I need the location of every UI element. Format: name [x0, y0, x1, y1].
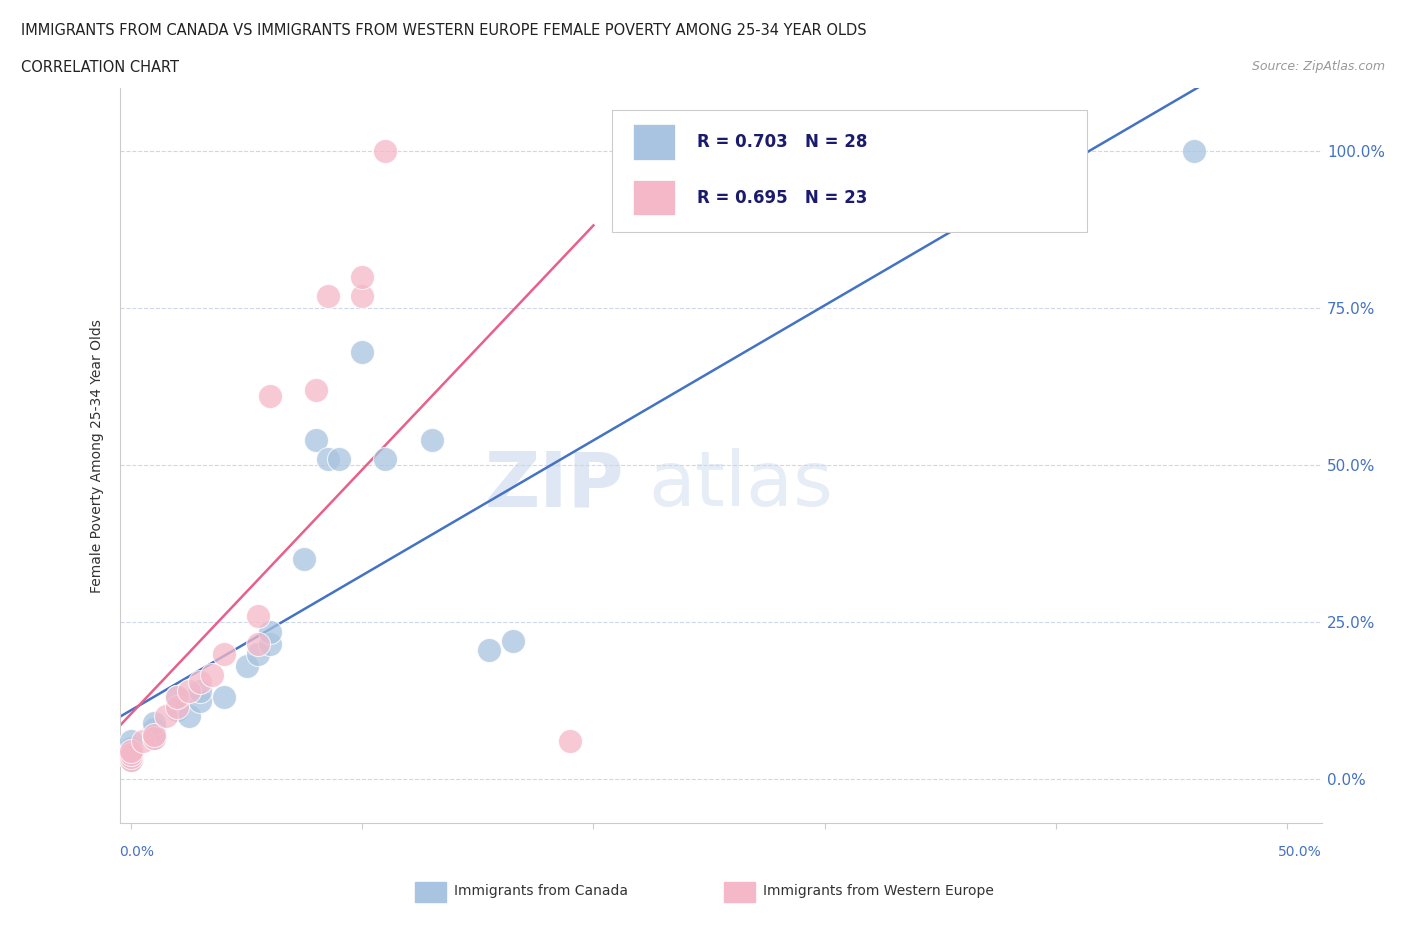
- Point: [166, 690, 188, 705]
- Point: [166, 702, 188, 717]
- Point: [131, 734, 153, 749]
- Text: CORRELATION CHART: CORRELATION CHART: [21, 60, 179, 75]
- Point: [560, 734, 582, 749]
- Point: [143, 722, 166, 737]
- Point: [143, 715, 166, 730]
- Point: [120, 743, 142, 758]
- Point: [143, 731, 166, 746]
- Point: [374, 144, 396, 159]
- Point: [120, 750, 142, 764]
- Point: [143, 727, 166, 742]
- Point: [259, 624, 281, 639]
- Point: [201, 668, 224, 683]
- Point: [259, 389, 281, 404]
- Point: [212, 690, 235, 705]
- Point: [247, 608, 270, 623]
- Text: 0.0%: 0.0%: [120, 844, 155, 858]
- Point: [502, 633, 524, 648]
- Point: [352, 288, 374, 303]
- Point: [328, 451, 350, 466]
- Point: [1184, 144, 1206, 159]
- Point: [316, 451, 339, 466]
- Point: [420, 432, 443, 447]
- Point: [120, 752, 142, 767]
- Point: [478, 643, 501, 658]
- Point: [316, 288, 339, 303]
- Text: atlas: atlas: [648, 448, 834, 522]
- Text: R = 0.703   N = 28: R = 0.703 N = 28: [696, 133, 868, 151]
- FancyBboxPatch shape: [633, 125, 675, 160]
- Point: [120, 743, 142, 758]
- Point: [120, 747, 142, 762]
- Y-axis label: Female Poverty Among 25-34 Year Olds: Female Poverty Among 25-34 Year Olds: [90, 319, 104, 592]
- Point: [235, 658, 257, 673]
- Point: [190, 684, 212, 698]
- Point: [120, 752, 142, 767]
- Point: [247, 637, 270, 652]
- Point: [247, 646, 270, 661]
- Point: [177, 684, 200, 698]
- Point: [352, 270, 374, 285]
- Point: [294, 551, 316, 566]
- Point: [190, 693, 212, 708]
- Text: 50.0%: 50.0%: [1278, 844, 1322, 858]
- Point: [374, 451, 396, 466]
- Text: R = 0.695   N = 23: R = 0.695 N = 23: [696, 189, 868, 206]
- FancyBboxPatch shape: [633, 180, 675, 216]
- FancyBboxPatch shape: [613, 111, 1087, 232]
- Text: IMMIGRANTS FROM CANADA VS IMMIGRANTS FROM WESTERN EUROPE FEMALE POVERTY AMONG 25: IMMIGRANTS FROM CANADA VS IMMIGRANTS FRO…: [21, 23, 866, 38]
- Point: [120, 747, 142, 762]
- Text: ZIP: ZIP: [485, 448, 624, 522]
- Point: [166, 690, 188, 705]
- Point: [212, 646, 235, 661]
- Point: [120, 740, 142, 755]
- Point: [352, 345, 374, 360]
- Point: [166, 699, 188, 714]
- Point: [120, 734, 142, 749]
- Point: [155, 709, 177, 724]
- Point: [190, 674, 212, 689]
- Point: [143, 731, 166, 746]
- Point: [259, 637, 281, 652]
- Text: Immigrants from Canada: Immigrants from Canada: [454, 884, 628, 898]
- Point: [177, 709, 200, 724]
- Point: [305, 382, 328, 397]
- Text: Immigrants from Western Europe: Immigrants from Western Europe: [763, 884, 994, 898]
- Point: [305, 432, 328, 447]
- Text: Source: ZipAtlas.com: Source: ZipAtlas.com: [1251, 60, 1385, 73]
